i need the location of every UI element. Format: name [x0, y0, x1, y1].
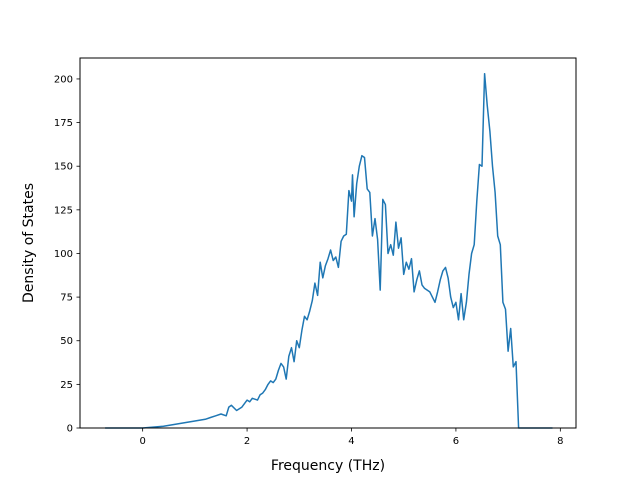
x-tick-label: 6	[453, 436, 459, 447]
y-tick-label: 175	[54, 118, 73, 129]
data-layer	[105, 72, 553, 429]
y-tick-label: 125	[54, 205, 73, 216]
y-tick-label: 200	[54, 74, 73, 85]
x-tick-label: 4	[348, 436, 354, 447]
dos-line	[105, 72, 553, 429]
ticks-layer: 0 2 4 6 8 0 25 50 75 100 125 150 175 200	[54, 74, 564, 447]
y-tick-label: 75	[60, 293, 73, 304]
x-tick-label: 2	[244, 436, 250, 447]
x-axis-label: Frequency (THz)	[271, 458, 385, 474]
y-axis-label: Density of States	[21, 183, 37, 303]
x-tick-label: 0	[139, 436, 145, 447]
y-tick-label: 100	[54, 249, 73, 260]
x-tick-label: 8	[557, 436, 563, 447]
y-tick-label: 150	[54, 162, 73, 173]
y-tick-label: 25	[60, 380, 73, 391]
y-tick-label: 50	[60, 336, 73, 347]
plot-background	[80, 58, 576, 428]
plot-frame	[79, 57, 577, 429]
y-tick-label: 0	[67, 424, 73, 435]
